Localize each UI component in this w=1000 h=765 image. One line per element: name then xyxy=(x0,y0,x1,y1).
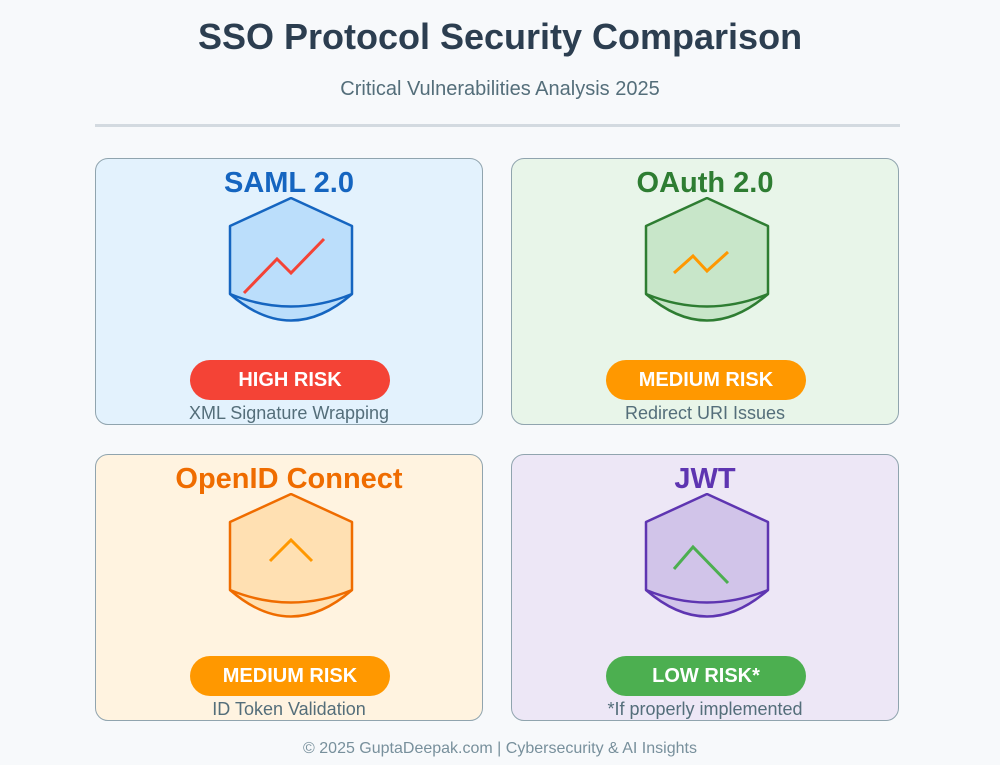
shield-zigzag-icon xyxy=(644,197,770,322)
card-openid-connect: OpenID Connect MEDIUM RISK ID Token Vali… xyxy=(95,454,483,721)
vulnerability-label: ID Token Validation xyxy=(212,699,366,719)
shield-caret-icon xyxy=(228,493,354,618)
risk-badge: MEDIUM RISK xyxy=(190,656,390,696)
card-title: JWT xyxy=(674,463,736,495)
footer-copyright: © 2025 GuptaDeepak.com | Cybersecurity &… xyxy=(303,740,697,757)
vulnerability-label: *If properly implemented xyxy=(607,699,803,719)
shield-check-peak-icon xyxy=(644,493,770,618)
card-saml: SAML 2.0 HIGH RISK XML Signature Wrappin… xyxy=(95,158,483,425)
card-title: OAuth 2.0 xyxy=(636,167,774,199)
vulnerability-label: XML Signature Wrapping xyxy=(188,403,390,423)
page-subtitle: Critical Vulnerabilities Analysis 2025 xyxy=(340,78,660,100)
shield-trend-up-icon xyxy=(228,197,354,322)
card-jwt: JWT LOW RISK* *If properly implemented xyxy=(511,454,899,721)
risk-badge: HIGH RISK xyxy=(190,360,390,400)
vulnerability-label: Redirect URI Issues xyxy=(624,403,786,423)
card-oauth: OAuth 2.0 MEDIUM RISK Redirect URI Issue… xyxy=(511,158,899,425)
card-title: SAML 2.0 xyxy=(223,167,354,199)
page-title: SSO Protocol Security Comparison xyxy=(197,16,803,57)
card-title: OpenID Connect xyxy=(175,463,403,495)
risk-badge: LOW RISK* xyxy=(606,656,806,696)
header-divider xyxy=(95,124,900,127)
risk-badge: MEDIUM RISK xyxy=(606,360,806,400)
